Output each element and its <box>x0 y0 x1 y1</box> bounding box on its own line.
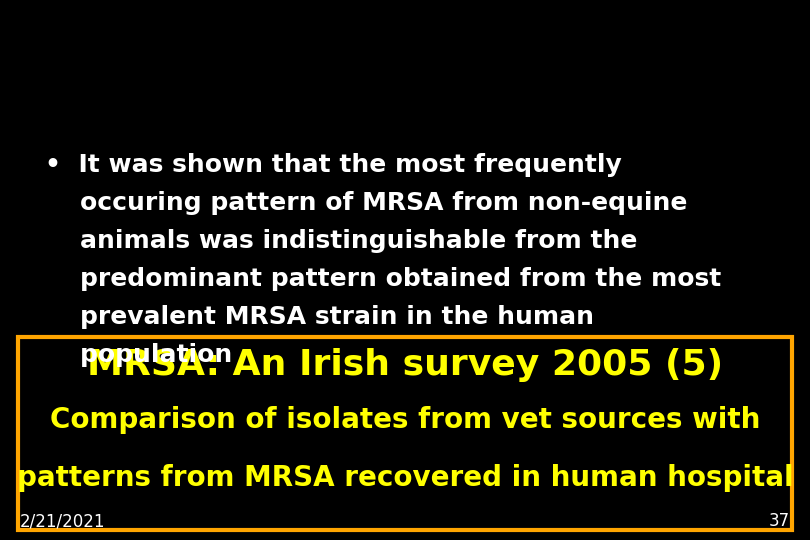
Text: occuring pattern of MRSA from non-equine: occuring pattern of MRSA from non-equine <box>45 191 688 215</box>
Text: MRSA: An Irish survey 2005 (5): MRSA: An Irish survey 2005 (5) <box>87 348 723 382</box>
Text: 37: 37 <box>769 512 790 530</box>
Text: predominant pattern obtained from the most: predominant pattern obtained from the mo… <box>45 267 721 291</box>
FancyBboxPatch shape <box>18 337 792 530</box>
Text: •  It was shown that the most frequently: • It was shown that the most frequently <box>45 153 622 177</box>
Text: population: population <box>45 343 232 367</box>
Text: prevalent MRSA strain in the human: prevalent MRSA strain in the human <box>45 305 594 329</box>
Text: Comparison of isolates from vet sources with: Comparison of isolates from vet sources … <box>49 406 761 434</box>
Text: patterns from MRSA recovered in human hospital: patterns from MRSA recovered in human ho… <box>17 464 793 492</box>
Text: animals was indistinguishable from the: animals was indistinguishable from the <box>45 229 637 253</box>
Text: 2/21/2021: 2/21/2021 <box>20 512 105 530</box>
